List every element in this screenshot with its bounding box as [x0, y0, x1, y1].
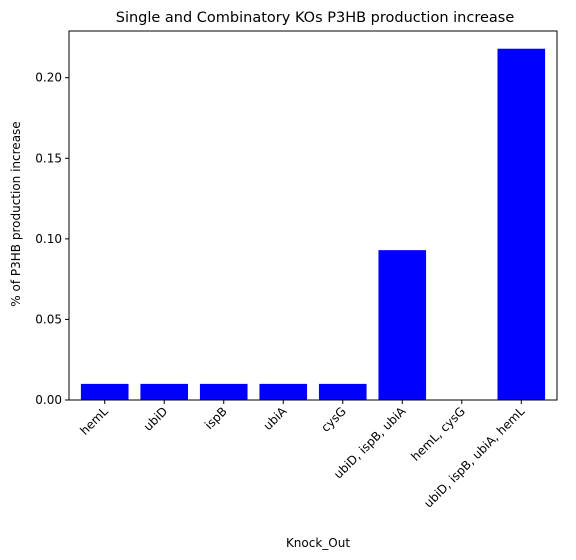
plot-frame [68, 30, 558, 401]
y-tick-label: 0.10 [35, 232, 62, 246]
y-ticks: 0.00 0.05 0.10 0.15 0.20 [35, 71, 69, 407]
bar-heml [80, 383, 129, 400]
x-tick-label: ubiA [261, 404, 290, 433]
bar-ubid-ispb-ubia-heml [497, 48, 546, 401]
x-axis-label: Knock_Out [286, 536, 350, 550]
x-tick-label: hemL, cysG [408, 404, 468, 464]
bar-ubid-ispb-ubia [378, 250, 427, 400]
bar-ubid [140, 383, 189, 400]
bar-ubia [259, 383, 308, 400]
x-tick-label: ubiD, ispB, ubiA, hemL [421, 404, 527, 510]
y-tick-label: 0.05 [35, 312, 62, 326]
x-tick-label: ubiD [141, 404, 171, 434]
x-tick-label: cysG [318, 404, 349, 435]
bars-layer [80, 48, 546, 401]
y-tick-label: 0.15 [35, 151, 62, 165]
x-tick-label: ispB [202, 404, 230, 432]
x-tick-label: hemL [77, 404, 111, 438]
y-tick-label: 0.20 [35, 71, 62, 85]
y-axis-label: % of P3HB production increase [9, 121, 23, 306]
y-tick-label: 0.00 [35, 393, 62, 407]
bar-ispb [199, 383, 248, 400]
bar-cysg [318, 383, 367, 400]
chart-title: Single and Combinatory KOs P3HB producti… [116, 10, 515, 26]
